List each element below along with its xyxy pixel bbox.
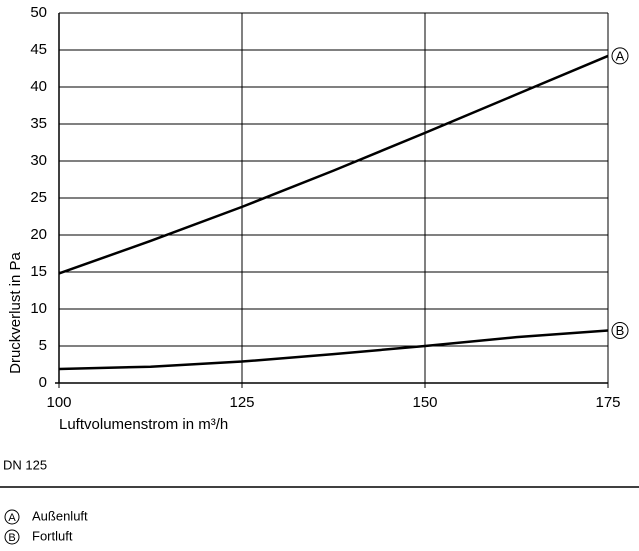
y-tick-label: 15 <box>30 263 47 280</box>
x-tick-label: 150 <box>412 394 437 411</box>
x-axis-label: Luftvolumenstrom in m³/h <box>59 416 228 433</box>
end-marker-label: B <box>616 323 625 338</box>
note: DN 125 <box>3 457 47 472</box>
y-tick-label: 20 <box>30 226 47 243</box>
legend-marker <box>4 529 20 545</box>
y-axis-label: Druckverlust in Pa <box>7 251 24 373</box>
end-marker-label: A <box>616 48 625 63</box>
legend-marker-label: A <box>8 512 16 524</box>
legend-marker-label: B <box>8 532 15 544</box>
y-tick-label: 30 <box>30 152 47 169</box>
x-tick-label: 125 <box>229 394 254 411</box>
end-marker <box>611 321 629 339</box>
legend-marker <box>4 509 20 525</box>
series-line <box>58 329 609 371</box>
y-tick-label: 10 <box>30 300 47 317</box>
y-tick-label: 5 <box>39 337 47 354</box>
x-tick-label: 175 <box>595 394 620 411</box>
y-tick-label: 0 <box>39 374 47 391</box>
y-tick-label: 35 <box>30 115 47 132</box>
end-marker <box>611 47 629 65</box>
series-line <box>58 54 609 275</box>
legend-label: Fortluft <box>32 528 73 543</box>
legend-label: Außenluft <box>32 508 88 523</box>
y-tick-label: 25 <box>30 189 47 206</box>
y-tick-label: 50 <box>30 4 47 21</box>
y-tick-label: 45 <box>30 41 47 58</box>
y-tick-label: 40 <box>30 78 47 95</box>
x-tick-label: 100 <box>46 394 71 411</box>
